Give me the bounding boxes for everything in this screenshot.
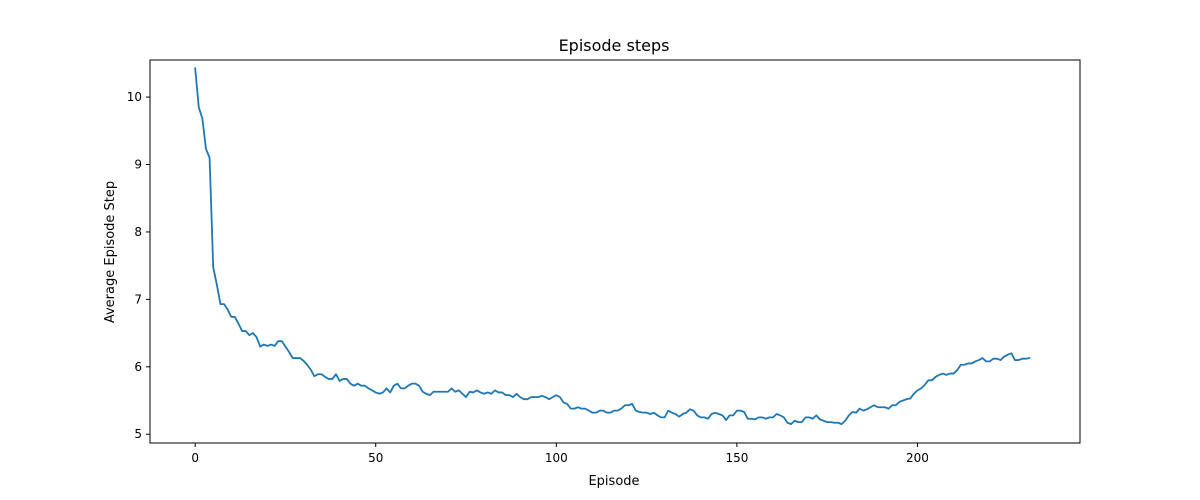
- x-axis: 0 50 100 150 200: [191, 443, 929, 465]
- y-tick-label: 5: [134, 427, 142, 441]
- x-tick-label: 200: [906, 451, 929, 465]
- y-tick-label: 9: [134, 158, 142, 172]
- y-tick-label: 7: [134, 292, 142, 306]
- y-tick-label: 10: [127, 90, 142, 104]
- x-axis-label: Episode: [588, 474, 639, 489]
- y-tick-label: 8: [134, 225, 142, 239]
- y-tick-label: 6: [134, 360, 142, 374]
- y-axis-label: Average Episode Step: [103, 181, 118, 323]
- series-line: [194, 67, 1031, 426]
- x-tick-label: 150: [725, 451, 748, 465]
- y-axis: 5 6 7 8 9 10: [127, 90, 150, 441]
- chart-title: Episode steps: [559, 36, 670, 55]
- plot-area-frame: [149, 59, 1081, 444]
- x-tick-label: 0: [191, 451, 199, 465]
- x-tick-label: 100: [545, 451, 568, 465]
- x-tick-label: 50: [368, 451, 383, 465]
